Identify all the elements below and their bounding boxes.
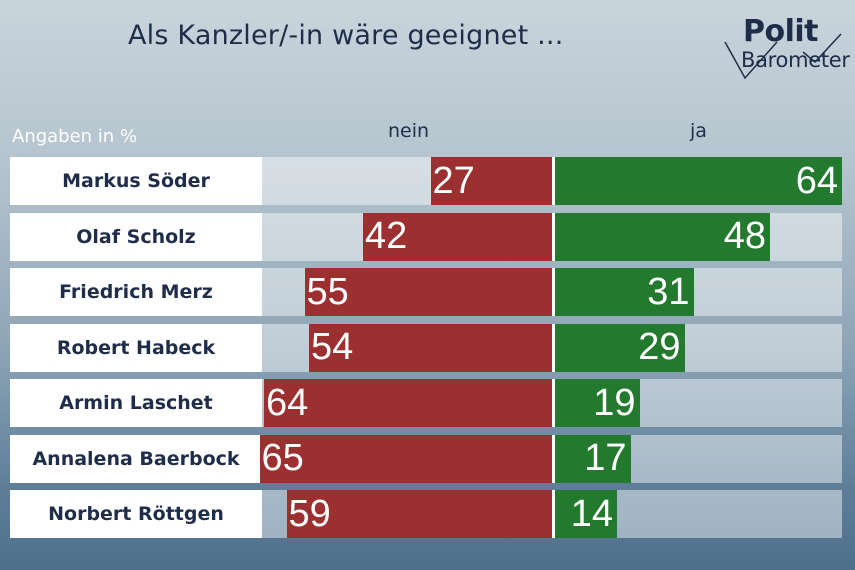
- bar-divider: [552, 212, 555, 261]
- category-label: Annalena Baerbock: [10, 434, 262, 483]
- bar-track: 64 19: [262, 379, 842, 427]
- bar-ja: 48: [554, 212, 770, 261]
- chart-row: Robert Habeck 54 29: [10, 323, 842, 372]
- bar-divider: [552, 323, 555, 372]
- bar-divider: [552, 379, 555, 427]
- politbarometer-logo: Polit Barometer: [723, 12, 850, 82]
- chart-row: Annalena Baerbock 65 17: [10, 434, 842, 483]
- category-label: Robert Habeck: [10, 323, 262, 372]
- bar-divider: [552, 434, 555, 483]
- category-label: Markus Söder: [10, 157, 262, 205]
- unit-label: Angaben in %: [12, 126, 138, 147]
- category-label: Olaf Scholz: [10, 212, 262, 261]
- bar-track: 54 29: [262, 323, 842, 372]
- bar-nein: 42: [363, 212, 552, 261]
- category-label: Norbert Röttgen: [10, 490, 262, 538]
- bar-track: 65 17: [259, 434, 842, 483]
- bar-divider: [552, 490, 555, 538]
- bar-ja: 29: [554, 323, 685, 372]
- bar-divider: [552, 268, 555, 316]
- chart-row: Friedrich Merz 55 31: [10, 268, 842, 316]
- bar-ja: 17: [554, 434, 631, 483]
- bar-nein: 27: [430, 157, 552, 205]
- bar-nein: 55: [304, 268, 552, 316]
- bar-track: 59 14: [262, 490, 842, 538]
- legend-ja: ja: [690, 120, 707, 142]
- bar-ja: 19: [554, 379, 640, 427]
- bar-nein: 64: [264, 379, 552, 427]
- chart-row: Markus Söder 27 64: [10, 157, 842, 205]
- bar-nein: 54: [309, 323, 552, 372]
- check-mark-icon: [724, 33, 842, 80]
- bar-track: 42 48: [262, 212, 842, 261]
- legend-nein: nein: [388, 120, 430, 142]
- bar-nein: 59: [286, 490, 552, 538]
- chart-row: Armin Laschet 64 19: [10, 379, 842, 427]
- logo-line1: Polit: [743, 14, 819, 49]
- chart-row: Norbert Röttgen 59 14: [10, 490, 842, 538]
- bar-ja: 14: [554, 490, 617, 538]
- category-label: Friedrich Merz: [10, 268, 262, 316]
- bar-track: 55 31: [262, 268, 842, 316]
- category-label: Armin Laschet: [10, 379, 262, 427]
- logo-line2: Barometer: [741, 48, 850, 72]
- chart-row: Olaf Scholz 42 48: [10, 212, 842, 261]
- bar-ja: 64: [554, 157, 842, 205]
- chart-title: Als Kanzler/-in wäre geeignet ...: [128, 20, 564, 51]
- bar-track: 27 64: [262, 157, 842, 205]
- bar-divider: [552, 157, 555, 205]
- bar-ja: 31: [554, 268, 694, 316]
- bar-nein: 65: [259, 434, 552, 483]
